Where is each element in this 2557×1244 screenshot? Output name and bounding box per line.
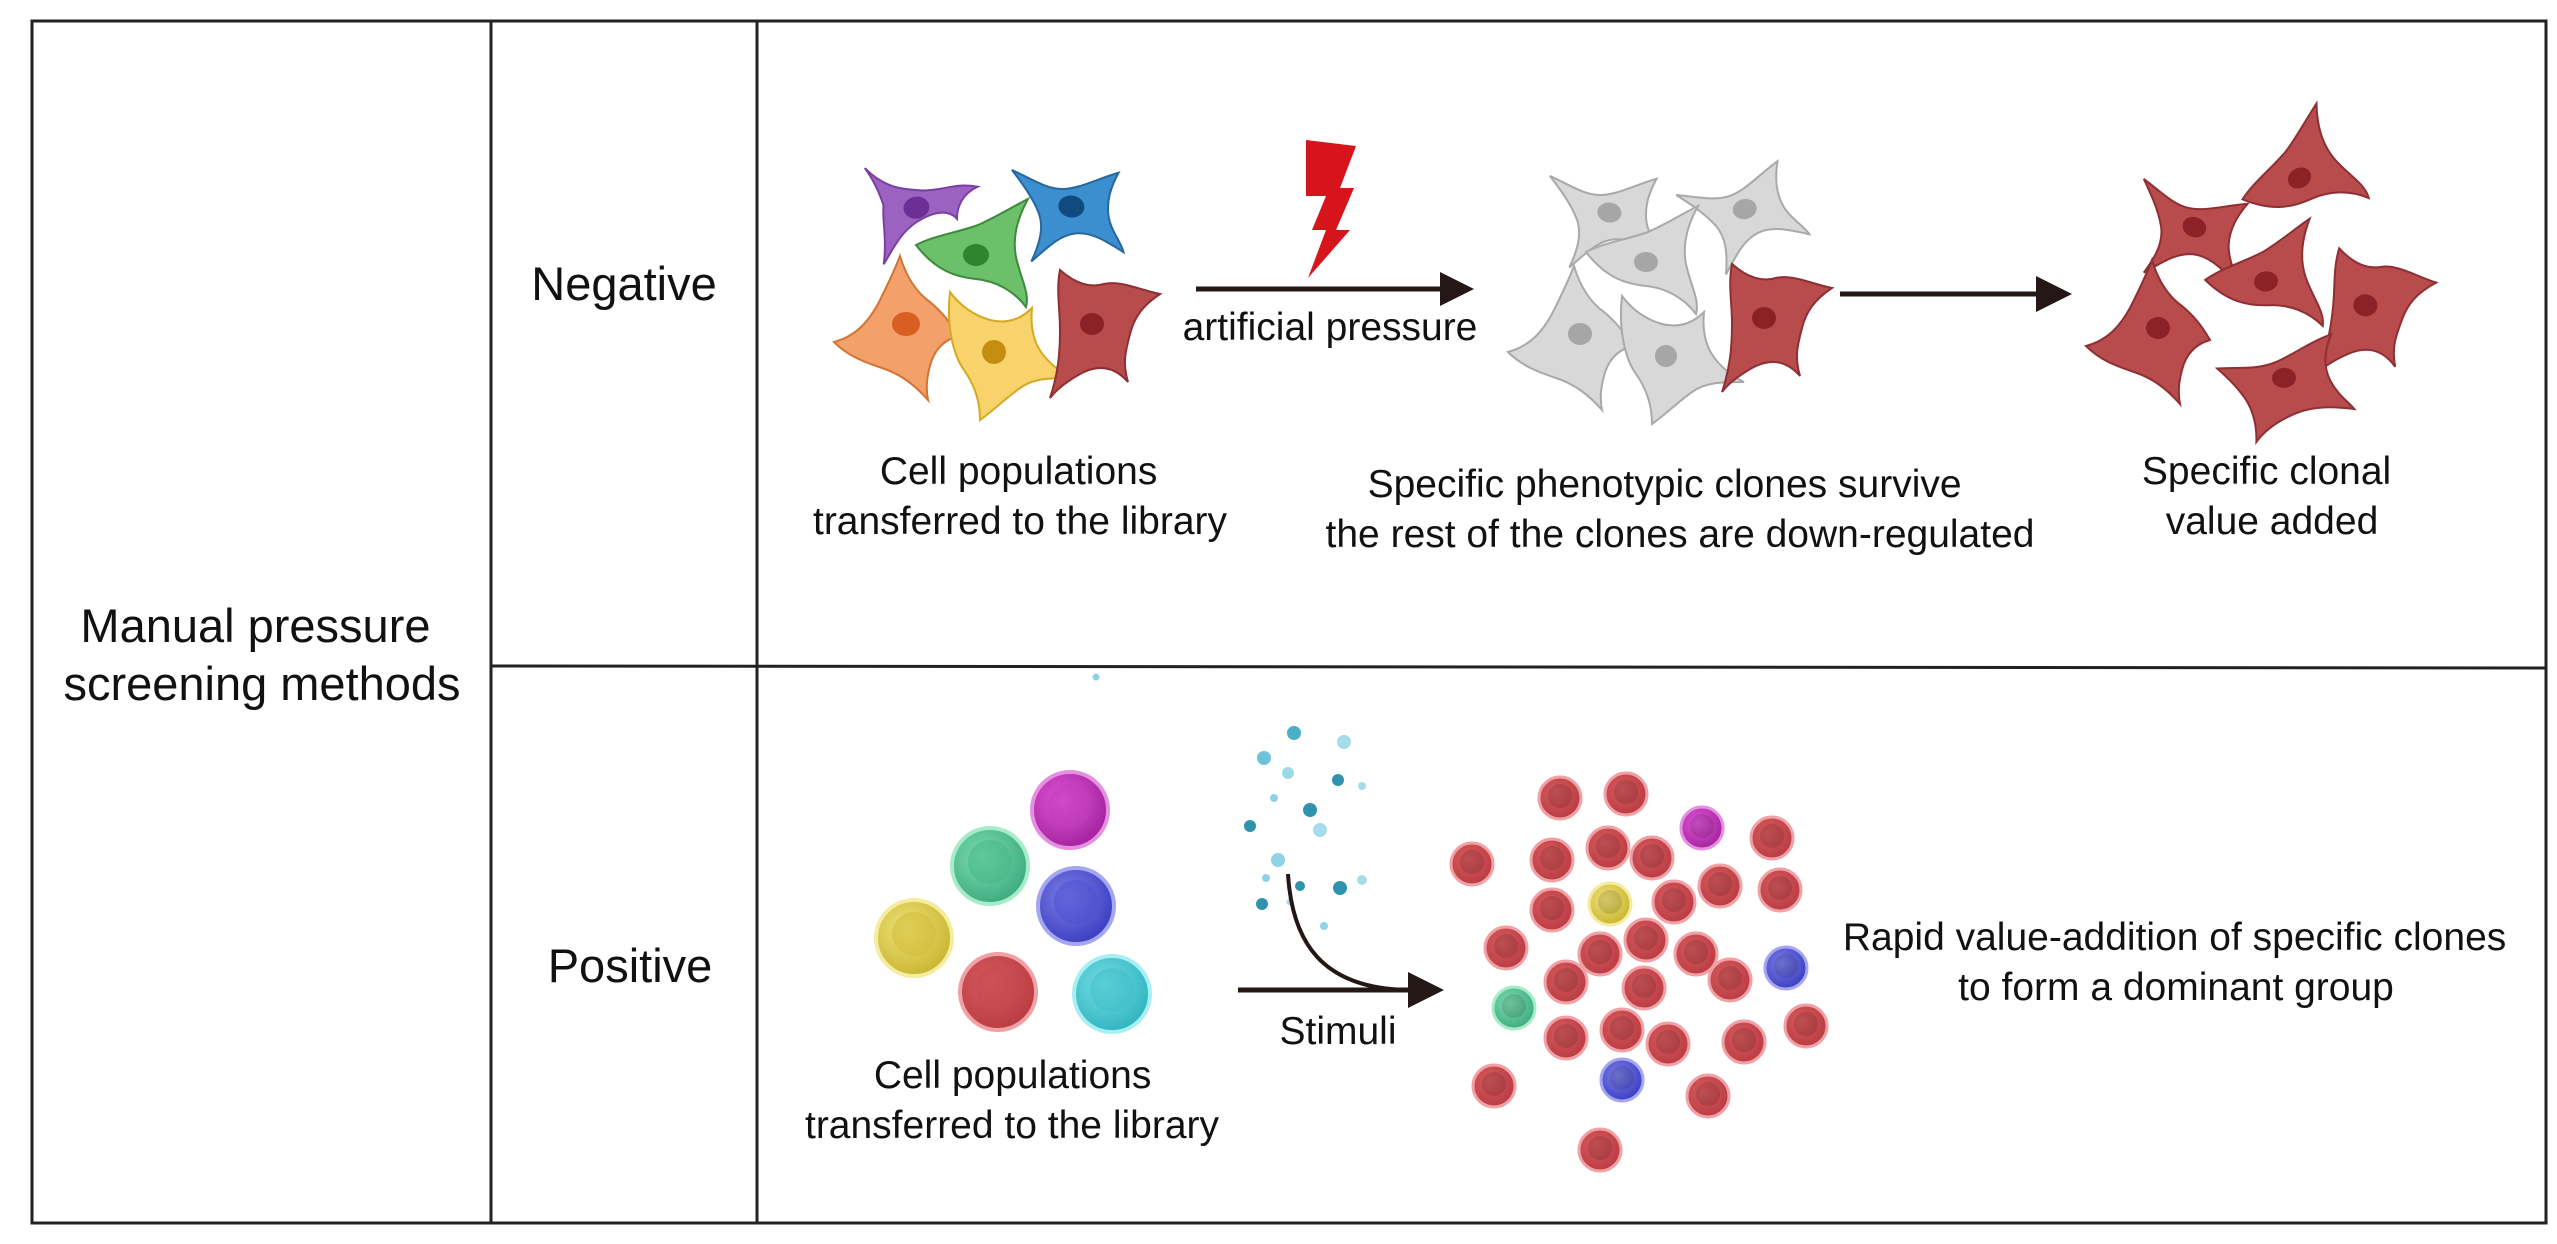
positive-initial-cell-population [874, 770, 1152, 1034]
cell-nucleus [1732, 1028, 1756, 1052]
particle-spray-icon [1092, 673, 1367, 930]
red-cell [1685, 1073, 1731, 1119]
cell-nucleus [1614, 780, 1638, 804]
cell-nucleus [1718, 966, 1742, 990]
red-cell [1645, 1021, 1691, 1067]
method-label-line-1: Manual pressure [80, 599, 430, 652]
red-cell [1603, 771, 1649, 817]
red-cell [1471, 1063, 1517, 1109]
negative-caption-result: Specific clonal value added [2142, 450, 2402, 543]
red-cell [1577, 931, 1623, 977]
red-cell [1651, 879, 1697, 925]
red-cell [1749, 815, 1795, 861]
negative-caption-initial: Cell populations transferred to the libr… [813, 450, 1228, 543]
cell-nucleus [1540, 846, 1564, 870]
cell-nucleus [1502, 994, 1526, 1018]
red-cell [1721, 1019, 1767, 1065]
row-label-negative: Negative [531, 257, 717, 310]
red-cell [1577, 1127, 1623, 1173]
negative-after-pressure-cells [1506, 158, 1835, 426]
red-cell [1697, 863, 1743, 909]
positive-caption-result: Rapid value-addition of specific clones … [1843, 916, 2517, 1009]
method-label: Manual pressure screening methods [63, 599, 460, 710]
cell-nucleus [1610, 1066, 1634, 1090]
red-cell [1599, 1007, 1645, 1053]
positive-dominant-group-cells [1449, 771, 1829, 1173]
positive-caption-initial-line-1: Cell populations [874, 1054, 1152, 1097]
cell-nucleus [1554, 1024, 1578, 1048]
green-cell [1491, 985, 1537, 1031]
method-label-line-2: screening methods [63, 657, 460, 710]
stimulus-arrow [1238, 873, 1444, 1008]
cell-nucleus [1596, 834, 1620, 858]
negative-caption-initial-line-1: Cell populations [880, 450, 1158, 493]
red-cell [1629, 835, 1675, 881]
positive-caption-initial: Cell populations transferred to the libr… [805, 1054, 1220, 1147]
red-cell [1529, 837, 1575, 883]
red-cell [1585, 825, 1631, 871]
negative-caption-result-line-2: value added [2166, 500, 2379, 543]
positive-caption-initial-line-2: transferred to the library [805, 1104, 1220, 1147]
row-label-positive: Positive [548, 939, 713, 992]
negative-caption-survivors-line-1: Specific phenotypic clones survive [1368, 463, 1962, 506]
cell-nucleus [1482, 1072, 1506, 1096]
red-cell [1543, 1015, 1589, 1061]
table-frame [30, 19, 2548, 1225]
cell-nucleus [1554, 968, 1578, 992]
red-cell [1537, 775, 1583, 821]
selection-arrow [1840, 276, 2072, 312]
blue-cell [1763, 945, 1809, 991]
cell-nucleus [1588, 1136, 1612, 1160]
yellow-cell [1587, 881, 1633, 927]
red-cell [1757, 867, 1803, 913]
cell-nucleus [1794, 1012, 1818, 1036]
cell-nucleus [1774, 954, 1798, 978]
cell-nucleus [1760, 824, 1784, 848]
cell-nucleus [1548, 784, 1572, 808]
cell-nucleus [1460, 850, 1484, 874]
cell-nucleus [1632, 974, 1656, 998]
negative-caption-survivors-line-2: the rest of the clones are down-regulate… [1326, 513, 2035, 556]
negative-enriched-red-cells [2084, 100, 2439, 446]
pressure-label: artificial pressure [1183, 306, 1478, 349]
cell-nucleus [1640, 844, 1664, 868]
red-cell [1673, 931, 1719, 977]
cell-nucleus [1684, 940, 1708, 964]
cell-nucleus [1656, 1030, 1680, 1054]
cell-nucleus [1494, 934, 1518, 958]
cell-nucleus [1598, 890, 1622, 914]
red-cell [1483, 925, 1529, 971]
cell-nucleus [1768, 876, 1792, 900]
stimulus-label: Stimuli [1279, 1010, 1396, 1053]
red-cell [1621, 965, 1667, 1011]
cell-nucleus [1708, 872, 1732, 896]
red-cell [1783, 1003, 1829, 1049]
positive-caption-result-line-2: to form a dominant group [1958, 966, 2394, 1009]
cell-nucleus [1588, 940, 1612, 964]
cell-nucleus [1690, 814, 1714, 838]
pressure-arrow [1196, 272, 1474, 306]
negative-caption-survivors: Specific phenotypic clones survive the r… [1326, 463, 2035, 556]
cell-nucleus [1696, 1082, 1720, 1106]
blue-cell [1599, 1057, 1645, 1103]
red-cell [1529, 887, 1575, 933]
negative-caption-result-line-1: Specific clonal [2142, 450, 2391, 493]
lightning-bolt-icon [1306, 140, 1356, 278]
cell-nucleus [1662, 888, 1686, 912]
cell-nucleus [1540, 896, 1564, 920]
red-cell [1449, 841, 1495, 887]
negative-initial-cell-population [832, 167, 1163, 422]
magenta-cell [1679, 805, 1725, 851]
red-cell [1623, 917, 1669, 963]
red-cell [1543, 959, 1589, 1005]
positive-caption-result-line-1: Rapid value-addition of specific clones [1843, 916, 2506, 959]
cell-nucleus [1634, 926, 1658, 950]
negative-caption-initial-line-2: transferred to the library [813, 500, 1228, 543]
cell-nucleus [1610, 1016, 1634, 1040]
red-cell [1707, 957, 1753, 1003]
